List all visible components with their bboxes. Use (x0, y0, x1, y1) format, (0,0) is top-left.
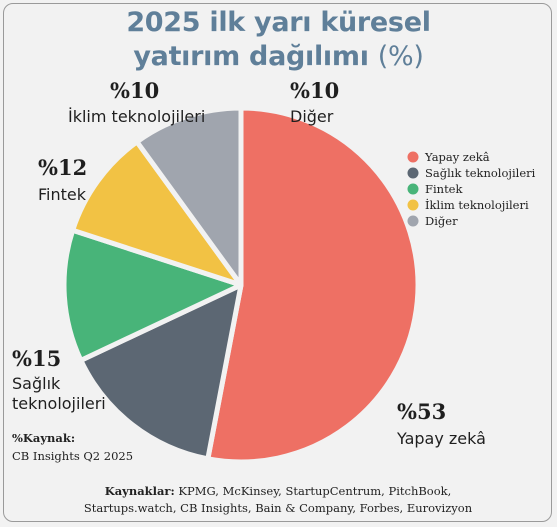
sources-text-1: KPMG, McKinsey, StartupCentrum, PitchBoo… (178, 484, 451, 498)
legend-label-climate: İklim teknolojileri (425, 198, 529, 212)
source-note-label: %Kaynak: (12, 431, 75, 445)
legend-label-other: Diğer (425, 214, 458, 228)
legend-swatch-health (407, 167, 419, 179)
source-note-text: CB Insights Q2 2025 (12, 449, 133, 463)
pie-slice-health (78, 282, 244, 462)
legend-swatch-climate (407, 199, 419, 211)
chart-title-line-2: yatırım dağılımı (%) (0, 40, 557, 73)
chart-title: 2025 ilk yarı küresel (0, 6, 557, 39)
slice-pct-climate: %10 (110, 78, 159, 103)
title-line-2: yatırım dağılımı (133, 41, 369, 72)
sources-label: Kaynaklar: (105, 484, 175, 498)
sources-line-1: Kaynaklar: KPMG, McKinsey, StartupCentru… (105, 484, 452, 498)
sources-line-2: Startups.watch, CB Insights, Bain & Comp… (84, 501, 473, 515)
slice-label-fintech: Fintek (38, 185, 87, 204)
pie-slices (61, 105, 421, 465)
title-unit: (%) (377, 41, 424, 72)
slice-pct-health: %15 (12, 346, 61, 371)
slice-label-health-2: teknolojileri (12, 394, 106, 413)
legend-label-health: Sağlık teknolojileri (425, 166, 536, 180)
slice-label-other: Diğer (290, 107, 334, 126)
legend-swatch-fintech (407, 183, 419, 195)
slice-pct-other: %10 (290, 78, 339, 103)
pie-slice-fintech (61, 227, 244, 363)
slice-label-ai: Yapay zekâ (396, 429, 486, 448)
pie-slice-climate (70, 139, 244, 288)
pie-slice-other (134, 105, 244, 288)
slice-pct-fintech: %12 (38, 155, 87, 180)
pie-slice-ai (205, 105, 421, 465)
legend-swatch-ai (407, 151, 419, 163)
title-line-1: 2025 ilk yarı küresel (126, 7, 431, 38)
slice-label-climate: İklim teknolojileri (68, 107, 205, 126)
legend-label-fintech: Fintek (425, 182, 463, 196)
slice-pct-ai: %53 (397, 399, 446, 424)
legend-label-ai: Yapay zekâ (424, 150, 490, 164)
legend: Yapay zekâ Sağlık teknolojileri Fintek İ… (407, 150, 536, 228)
legend-swatch-other (407, 215, 419, 227)
slice-label-health-1: Sağlık (12, 374, 61, 393)
